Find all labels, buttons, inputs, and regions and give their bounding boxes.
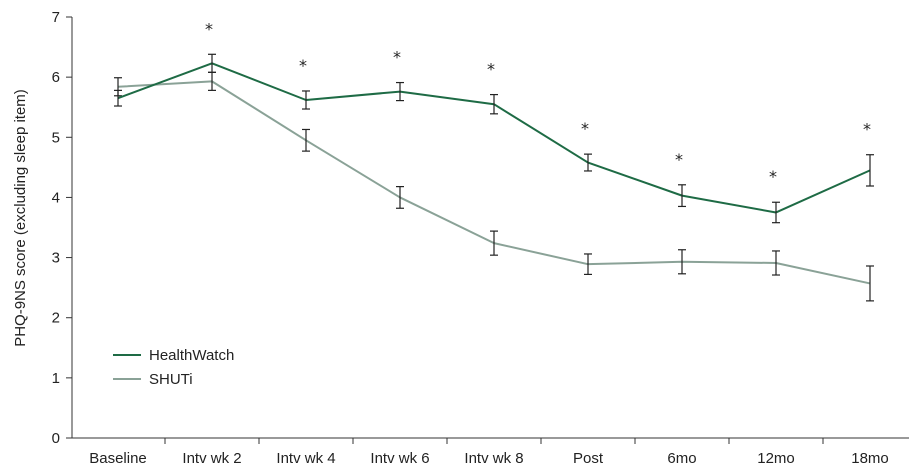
x-tick-label: Intv wk 4 <box>276 450 335 467</box>
x-tick-label: Post <box>573 450 604 467</box>
y-tick-label: 6 <box>52 69 60 86</box>
significance-asterisk: * <box>393 48 401 67</box>
legend-label: HealthWatch <box>149 347 234 364</box>
x-ticks: Baseline Intv wk 2 Intv wk 4 Intv wk 6 Intv … <box>89 438 889 467</box>
y-tick-label: 0 <box>52 430 60 447</box>
y-tick-label: 1 <box>52 370 60 387</box>
y-tick-label: 4 <box>52 189 60 206</box>
significance-asterisk: * <box>205 19 213 38</box>
x-tick-label: Intv wk 2 <box>182 450 241 467</box>
y-axis-title: PHQ-9NS score (excluding sleep item) <box>12 89 29 347</box>
series-layer <box>114 53 874 302</box>
y-tick-label: 5 <box>52 129 60 146</box>
axes <box>71 17 909 439</box>
series-shuti <box>114 71 874 302</box>
x-tick-label: Intv wk 6 <box>370 450 429 467</box>
series-healthwatch <box>114 53 874 224</box>
legend: HealthWatch SHUTi <box>113 347 234 388</box>
significance-markers: * * * * * * * * <box>205 19 871 186</box>
series-line-healthwatch <box>117 62 871 214</box>
x-tick-label: Intv wk 8 <box>464 450 523 467</box>
y-tick-label: 7 <box>52 9 60 26</box>
significance-asterisk: * <box>299 56 307 75</box>
x-tick-label: 18mo <box>851 450 889 467</box>
x-tick-label: 6mo <box>667 450 696 467</box>
x-tick-label: Baseline <box>89 450 147 467</box>
significance-asterisk: * <box>863 120 871 139</box>
y-ticks: 0 1 2 3 4 5 6 7 <box>52 9 72 447</box>
significance-asterisk: * <box>769 167 777 186</box>
significance-asterisk: * <box>487 60 495 79</box>
x-tick-label: 12mo <box>757 450 795 467</box>
y-tick-label: 3 <box>52 250 60 267</box>
significance-asterisk: * <box>581 119 589 138</box>
significance-asterisk: * <box>675 150 683 169</box>
legend-label: SHUTi <box>149 371 193 388</box>
y-tick-label: 2 <box>52 310 60 327</box>
